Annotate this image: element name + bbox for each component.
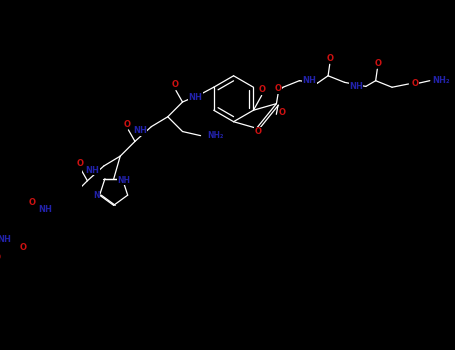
Text: NH: NH	[133, 126, 147, 135]
Text: N: N	[93, 191, 100, 199]
Text: NH: NH	[302, 76, 316, 85]
Text: O: O	[124, 120, 131, 129]
Text: O: O	[327, 54, 334, 63]
Text: NH: NH	[0, 235, 10, 244]
Text: NH: NH	[117, 176, 131, 185]
Text: O: O	[274, 84, 282, 93]
Text: NH: NH	[189, 93, 202, 101]
Text: NH₂: NH₂	[432, 76, 450, 85]
Text: NH₂: NH₂	[207, 131, 223, 140]
Text: O: O	[20, 244, 27, 252]
Text: O: O	[172, 80, 179, 89]
Text: NH: NH	[38, 205, 52, 214]
Text: O: O	[255, 127, 262, 136]
Text: O: O	[0, 253, 1, 262]
Text: NH: NH	[349, 82, 363, 91]
Text: O: O	[259, 85, 266, 94]
Text: O: O	[278, 108, 286, 117]
Text: O: O	[29, 198, 36, 208]
Text: O: O	[411, 79, 419, 89]
Text: O: O	[374, 59, 382, 68]
Text: NH: NH	[86, 166, 99, 175]
Text: O: O	[76, 159, 84, 168]
